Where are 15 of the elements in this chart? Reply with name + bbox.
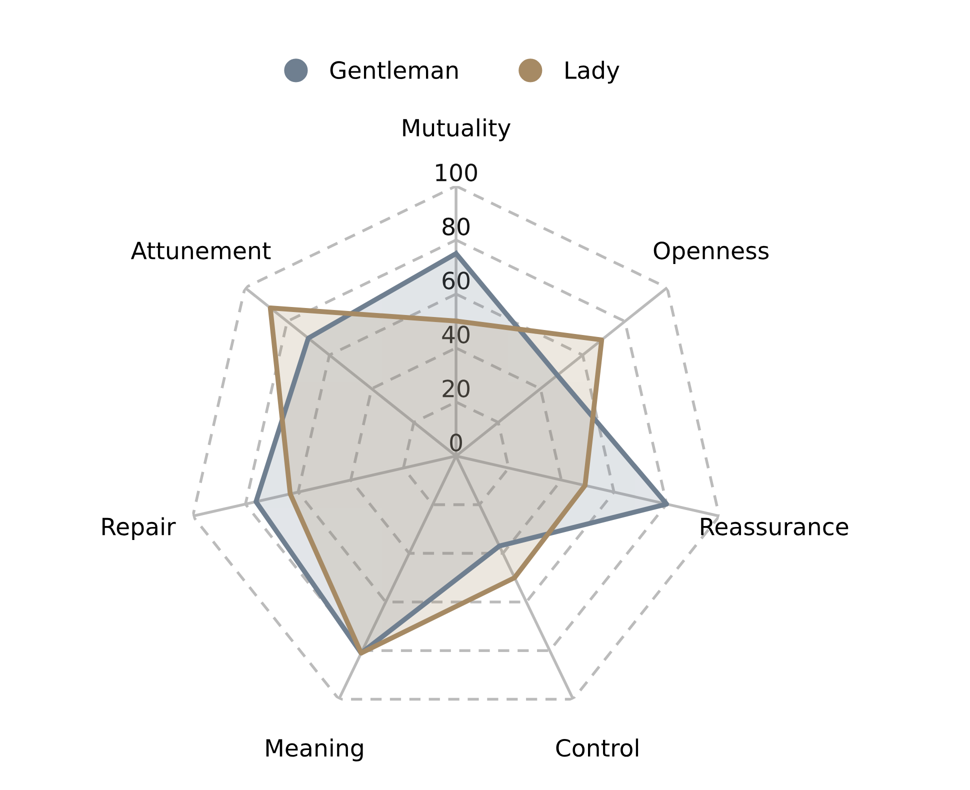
y-tick-label: 0 — [450, 434, 462, 452]
y-tick-label: 100 — [436, 164, 478, 182]
y-tick-label: 60 — [442, 272, 470, 290]
spoke-label: Reassurance — [701, 518, 848, 536]
y-tick-label: 80 — [442, 218, 470, 236]
spoke-label: Mutuality — [403, 118, 511, 142]
legend-label: Gentleman — [330, 60, 458, 80]
y-tick-label: 40 — [442, 326, 470, 344]
spoke-label: Repair — [102, 517, 176, 540]
spoke-label: Openness — [654, 242, 769, 264]
legend-label: Lady — [566, 60, 620, 84]
spoke-label: Meaning — [266, 738, 363, 762]
spoke-label: Control — [556, 738, 638, 757]
spoke-label: Attunement — [130, 242, 271, 260]
y-tick-label: 20 — [442, 380, 470, 398]
